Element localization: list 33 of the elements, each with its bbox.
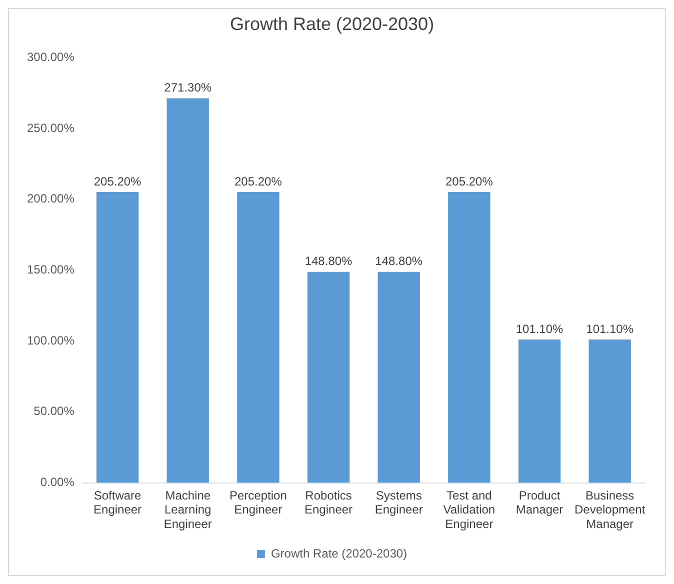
x-tick-label: Systems Engineer bbox=[374, 488, 423, 517]
legend-label: Growth Rate (2020-2030) bbox=[270, 546, 408, 560]
data-label: 205.20% bbox=[445, 174, 494, 188]
x-tick-label: Product Manager bbox=[516, 488, 564, 517]
y-tick-label: 200.00% bbox=[27, 192, 75, 206]
x-tick-label: Perception Engineer bbox=[230, 488, 287, 517]
bar bbox=[307, 272, 350, 483]
y-tick-label: 300.00% bbox=[27, 50, 75, 64]
y-tick-label: 150.00% bbox=[27, 262, 75, 277]
data-label: 148.80% bbox=[304, 254, 353, 268]
x-tick-label: Business Development Manager bbox=[574, 488, 646, 532]
x-tick-label: Software Engineer bbox=[94, 488, 142, 517]
data-label: 271.30% bbox=[164, 80, 212, 95]
data-label: 101.10% bbox=[516, 322, 564, 336]
x-tick-label: Test and Validation Engineer bbox=[443, 488, 496, 532]
bar bbox=[237, 192, 280, 483]
y-tick-label: 250.00% bbox=[27, 120, 75, 135]
data-label: 205.20% bbox=[94, 174, 142, 188]
bar bbox=[448, 192, 490, 483]
data-label: 205.20% bbox=[234, 174, 282, 188]
data-label: 148.80% bbox=[375, 254, 423, 268]
bar bbox=[518, 340, 561, 483]
bar bbox=[588, 340, 631, 483]
x-tick-label: Robotics Engineer bbox=[304, 488, 353, 517]
bar bbox=[166, 98, 209, 483]
chart-title: Growth Rate (2020-2030) bbox=[230, 14, 434, 34]
y-tick-label: 50.00% bbox=[34, 404, 75, 418]
bar bbox=[96, 192, 139, 483]
y-tick-label: 0.00% bbox=[40, 475, 75, 490]
data-label: 101.10% bbox=[586, 322, 634, 336]
y-tick-label: 100.00% bbox=[27, 333, 75, 348]
x-tick-label: Machine Learning Engineer bbox=[164, 488, 212, 532]
bar bbox=[378, 272, 420, 483]
